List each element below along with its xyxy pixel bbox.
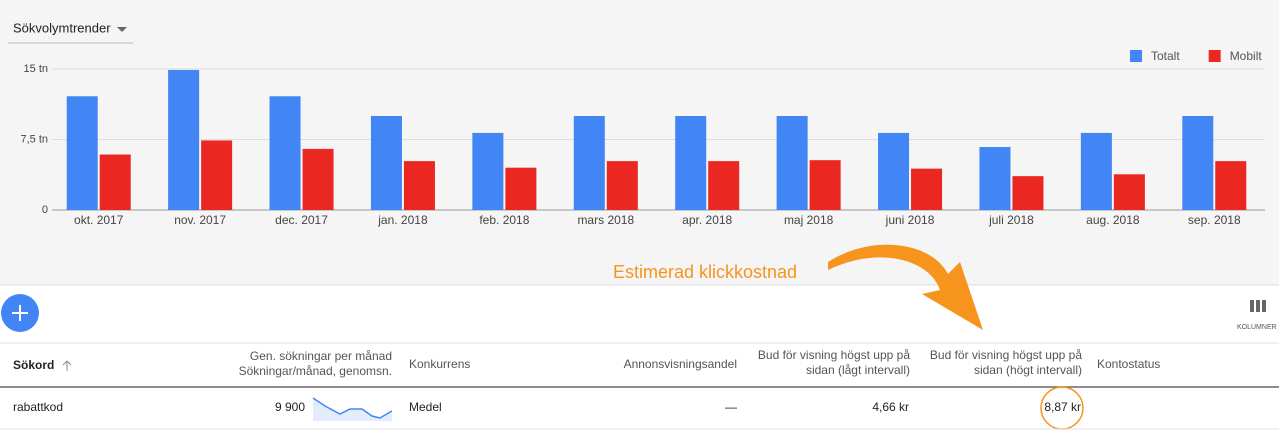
bar xyxy=(302,148,334,210)
bar xyxy=(708,161,740,210)
x-tick-label: juni 2018 xyxy=(885,213,935,227)
header-cell: Konkurrens xyxy=(409,357,470,371)
bar xyxy=(675,116,707,210)
header-cell-wrap: Bud för visning högst upp på sidan (lågt… xyxy=(757,348,910,377)
bar xyxy=(370,116,402,210)
header-cell: Bud för visning högst upp på sidan (lågt… xyxy=(757,348,910,377)
cell: — xyxy=(725,400,737,414)
annotation: Estimerad klickkostnad xyxy=(613,262,797,282)
legend-label: Totalt xyxy=(1151,49,1180,63)
bar xyxy=(66,96,98,210)
header-cell: Annonsvisningsandel xyxy=(624,357,737,371)
cell: Medel xyxy=(409,400,442,414)
bar xyxy=(201,140,233,210)
legend-swatch xyxy=(1208,50,1221,62)
x-tick-label: nov. 2017 xyxy=(174,213,226,227)
header-cell: Bud för visning högst upp på sidan (högt… xyxy=(929,348,1082,377)
cell: 4,66 kr xyxy=(872,400,909,414)
add-icon xyxy=(12,305,28,321)
dropdown-arrow[interactable] xyxy=(117,27,127,32)
y-tick-label: 15 tn xyxy=(24,63,48,75)
cell: 9 900 xyxy=(275,400,305,414)
x-tick-label: okt. 2017 xyxy=(74,213,124,227)
bar xyxy=(1182,116,1214,210)
x-tick-label: aug. 2018 xyxy=(1086,213,1140,227)
x-tick-label: apr. 2018 xyxy=(682,213,732,227)
bar xyxy=(403,161,435,210)
cell: 8,87 kr xyxy=(1044,400,1081,414)
legend-swatch xyxy=(1130,50,1142,62)
header-cell[interactable]: Sökord xyxy=(13,358,54,372)
bar xyxy=(1080,132,1112,210)
bar xyxy=(1012,176,1044,210)
bar xyxy=(809,160,841,210)
sort-icon xyxy=(62,360,72,371)
bar xyxy=(878,132,910,210)
bar xyxy=(1215,161,1247,210)
x-tick-label: jan. 2018 xyxy=(377,213,428,227)
bar xyxy=(911,168,943,210)
x-tick-label: sep. 2018 xyxy=(1188,213,1241,227)
x-tick-label: juli 2018 xyxy=(988,213,1034,227)
header-cell: Gen. sökningar per månad xyxy=(250,349,392,363)
bar xyxy=(269,96,301,210)
annotation-arrow xyxy=(828,244,983,330)
bar xyxy=(776,116,808,210)
x-tick-label: mars 2018 xyxy=(577,213,634,227)
header-cell-wrap: Bud för visning högst upp på sidan (högt… xyxy=(929,348,1082,377)
plot: 0 7,5 tn 15 tn okt. 2017 nov. 2017 dec. 2017 j… xyxy=(20,49,1265,227)
bar xyxy=(168,69,200,210)
x-tick-label: maj 2018 xyxy=(784,213,834,227)
x-tick-label: dec. 2017 xyxy=(275,213,328,227)
header-cell: Sökningar/månad, genomsn. xyxy=(239,364,392,378)
bar xyxy=(99,154,131,210)
y-tick-label: 7,5 tn xyxy=(20,133,48,145)
bar xyxy=(573,116,605,210)
dropdown-label[interactable]: Sökvolymtrender xyxy=(13,20,111,35)
legend-label: Mobilt xyxy=(1230,49,1263,63)
x-tick-label: feb. 2018 xyxy=(479,213,529,227)
bar xyxy=(472,132,504,210)
header-cell: Kontostatus xyxy=(1097,357,1160,371)
bar xyxy=(606,161,638,210)
columns-button[interactable]: KOLUMNER xyxy=(1237,324,1277,331)
cell: rabattkod xyxy=(13,400,63,414)
bar xyxy=(505,167,537,210)
bar xyxy=(1113,174,1145,210)
sparkline xyxy=(312,397,393,419)
y-tick-label: 0 xyxy=(42,204,48,216)
columns-icon[interactable] xyxy=(1250,300,1266,312)
bar xyxy=(979,147,1011,210)
